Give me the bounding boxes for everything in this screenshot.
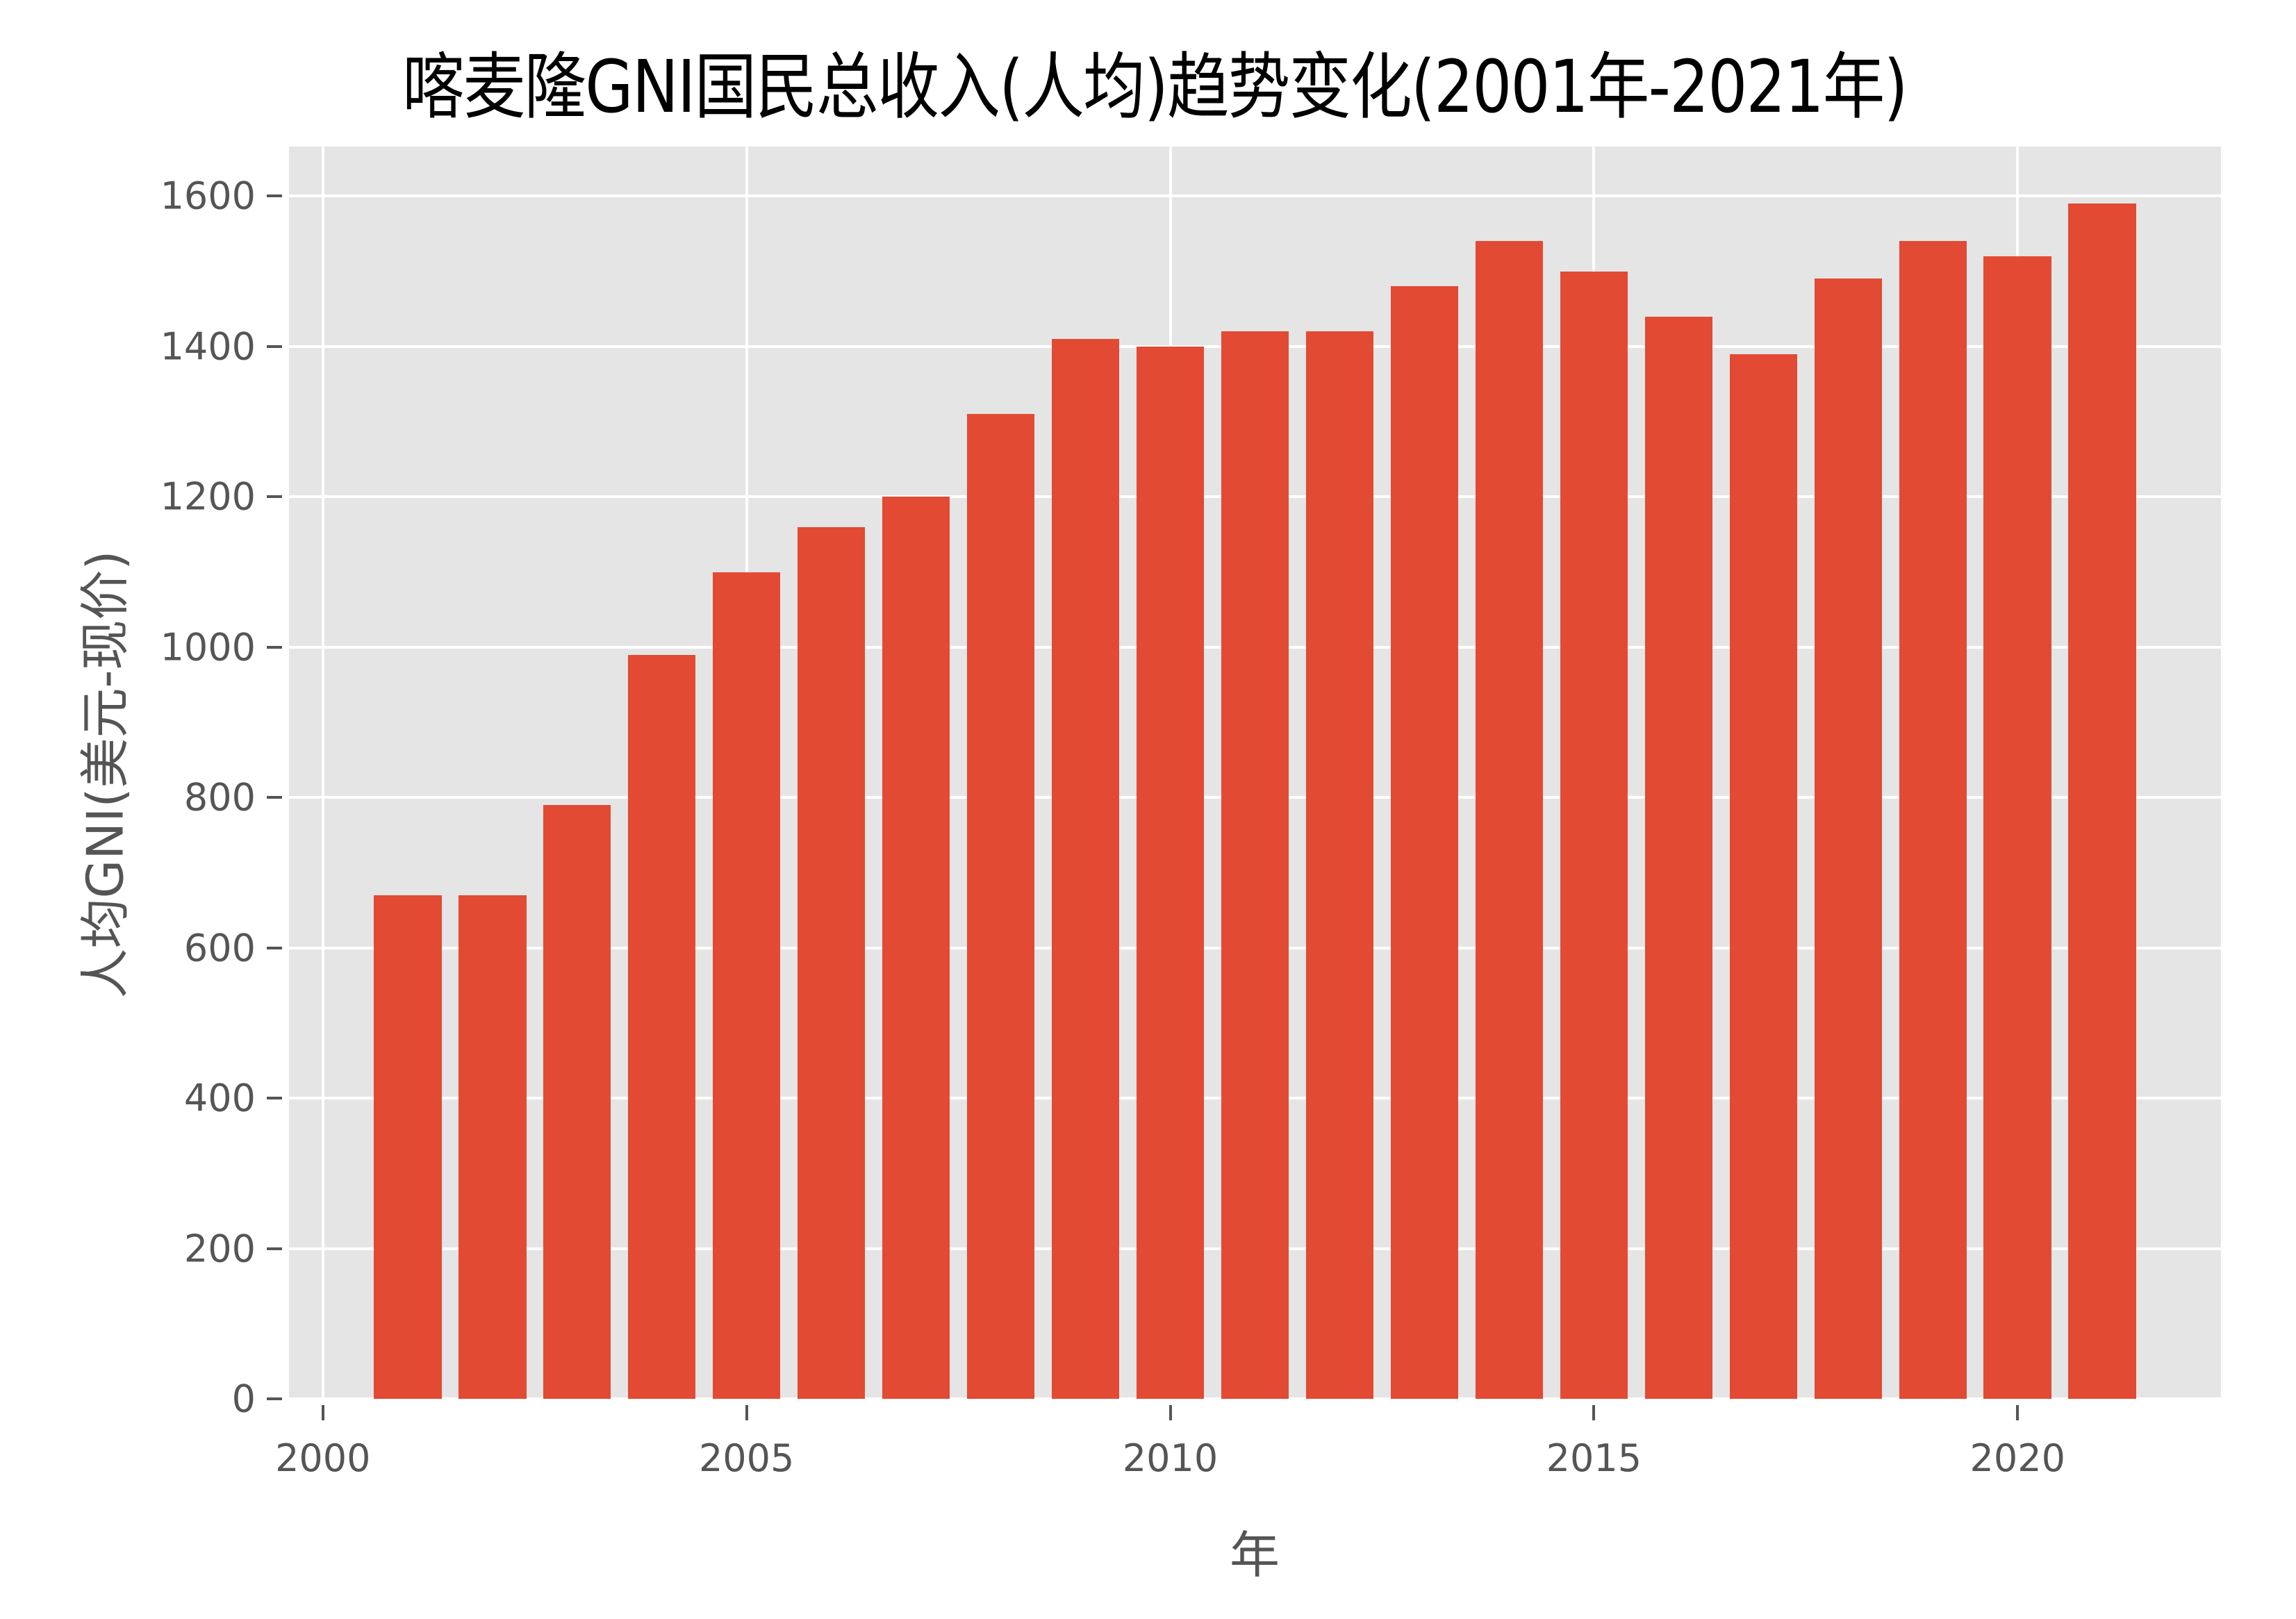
bar-2007 xyxy=(882,497,950,1399)
bar-2013 xyxy=(1390,286,1459,1399)
y-tick-label: 1400 xyxy=(160,324,256,369)
bar-2003 xyxy=(543,805,611,1399)
y-tick-label: 400 xyxy=(183,1076,256,1120)
x-tick xyxy=(2016,1405,2020,1420)
y-tick xyxy=(267,194,282,198)
bar-2004 xyxy=(627,654,696,1399)
y-tick-label: 800 xyxy=(183,775,256,820)
x-tick xyxy=(745,1405,748,1420)
x-tick xyxy=(1168,1405,1172,1420)
y-tick xyxy=(267,1247,282,1250)
x-tick xyxy=(1592,1405,1596,1420)
bar-2020 xyxy=(1983,256,2052,1399)
y-tick xyxy=(267,1097,282,1100)
plot-area xyxy=(289,147,2221,1399)
y-tick-label: 200 xyxy=(183,1227,256,1271)
bar-2005 xyxy=(712,572,781,1399)
y-axis-title: 人均GNI(美元-现价) xyxy=(76,550,135,999)
bar-2018 xyxy=(1814,279,1883,1399)
x-tick-label: 2000 xyxy=(275,1436,371,1480)
x-tick-label: 2015 xyxy=(1546,1436,1642,1480)
y-tick-label: 0 xyxy=(231,1377,256,1421)
bar-2006 xyxy=(797,526,866,1399)
y-tick-label: 600 xyxy=(183,926,256,970)
y-tick-label: 1000 xyxy=(160,625,256,670)
y-tick xyxy=(267,344,282,348)
gridline-horizontal xyxy=(289,194,2221,198)
chart-title: 喀麦隆GNI国民总收入(人均)趋势变化(2001年-2021年) xyxy=(402,44,1908,129)
y-tick xyxy=(267,495,282,499)
bar-2010 xyxy=(1136,346,1205,1399)
bar-2011 xyxy=(1221,331,1289,1399)
y-tick xyxy=(267,1397,282,1400)
bar-2021 xyxy=(2068,204,2137,1399)
bar-2016 xyxy=(1644,316,1713,1399)
y-tick xyxy=(267,645,282,649)
bar-2001 xyxy=(373,895,442,1399)
x-tick xyxy=(321,1405,324,1420)
y-tick-label: 1200 xyxy=(160,474,256,519)
bar-2008 xyxy=(966,414,1035,1399)
bar-2017 xyxy=(1729,354,1798,1399)
x-tick-label: 2010 xyxy=(1122,1436,1219,1480)
y-tick xyxy=(267,796,282,799)
y-tick xyxy=(267,946,282,949)
bar-2015 xyxy=(1560,271,1628,1399)
bar-2019 xyxy=(1899,241,1967,1399)
x-tick-label: 2020 xyxy=(1969,1436,2065,1480)
bar-2002 xyxy=(458,895,527,1399)
bar-2012 xyxy=(1305,331,1374,1399)
y-tick-label: 1600 xyxy=(160,174,256,218)
gridline-vertical xyxy=(321,147,324,1399)
x-axis-title: 年 xyxy=(1229,1526,1280,1584)
bar-2009 xyxy=(1051,339,1120,1399)
x-tick-label: 2005 xyxy=(698,1436,795,1480)
bar-2014 xyxy=(1475,241,1544,1399)
